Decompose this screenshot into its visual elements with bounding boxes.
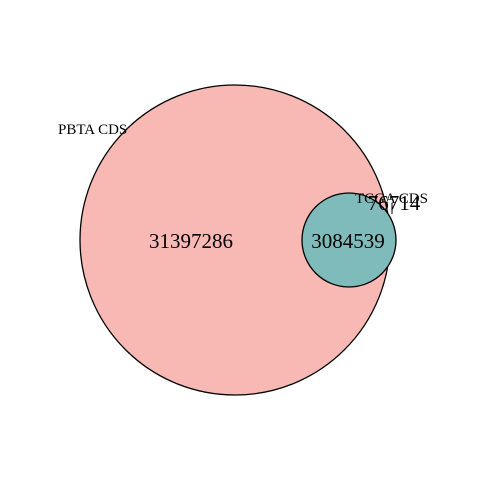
pbta-only-count: 31397286: [149, 229, 233, 253]
tcga-cds-circle: [301, 192, 397, 288]
tcga-cds-label: TCGA CDS: [355, 191, 428, 207]
overlap-count: 3084539: [311, 229, 385, 253]
pbta-cds-label: PBTA CDS: [58, 122, 127, 138]
tcga-only-count: 76714: [368, 191, 421, 215]
